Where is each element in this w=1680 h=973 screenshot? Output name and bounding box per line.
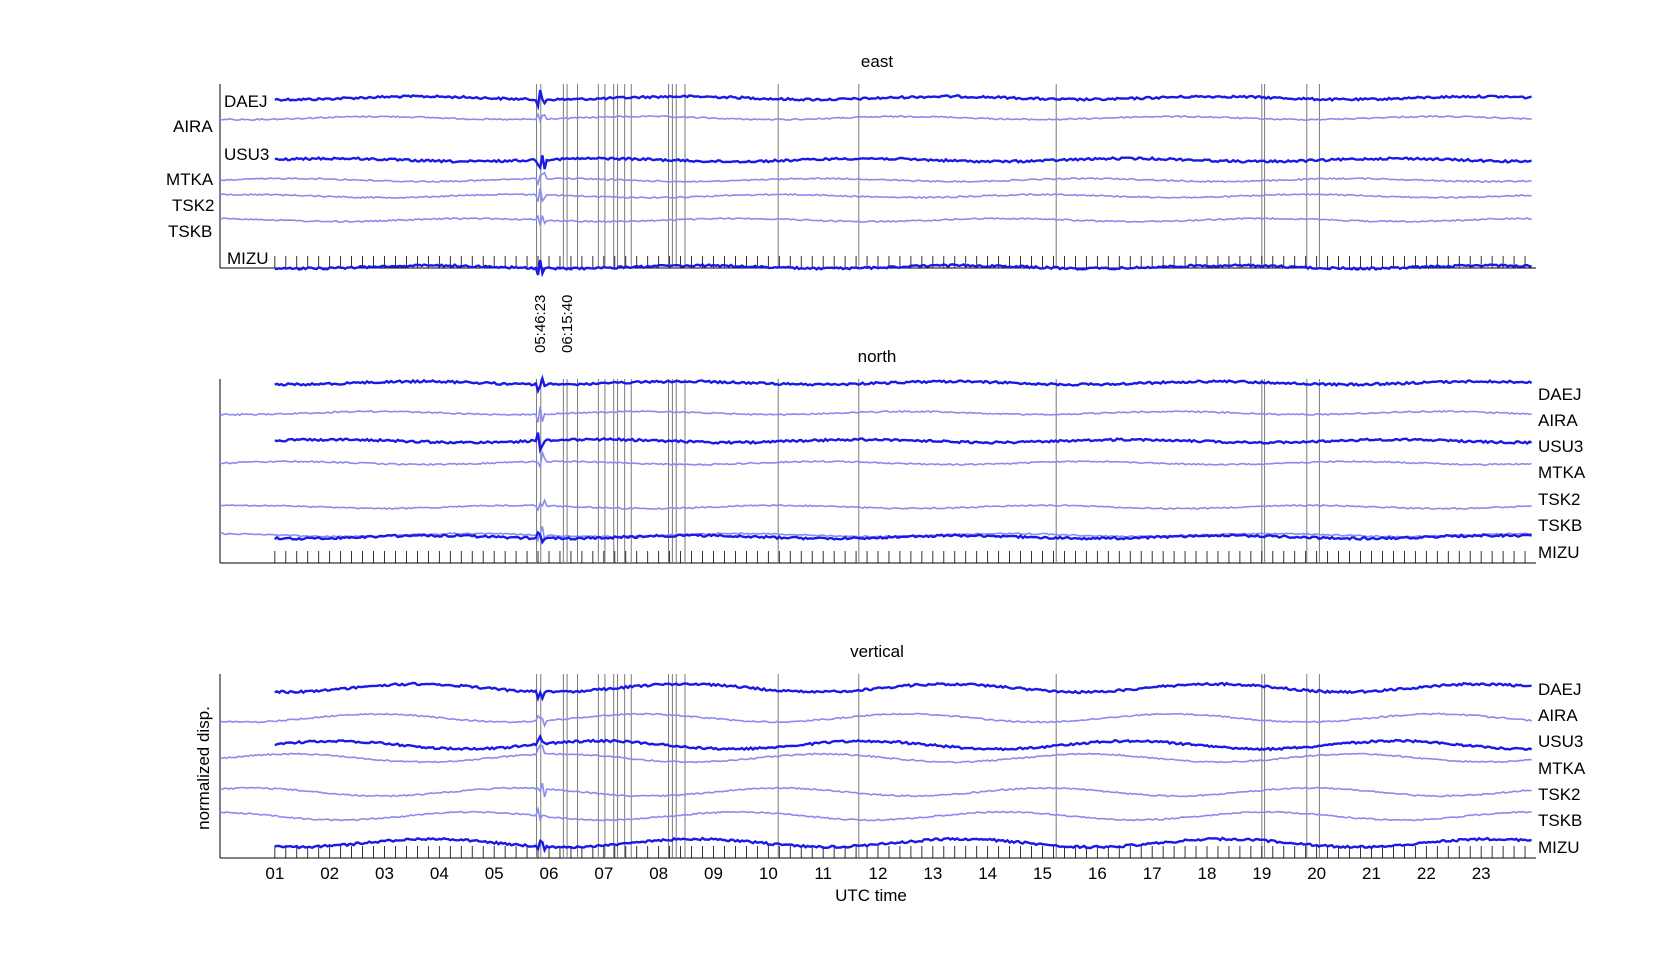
x-tick-label: 20	[1307, 864, 1326, 883]
x-tick-label: 17	[1143, 864, 1162, 883]
station-label-usu3: USU3	[1538, 437, 1583, 456]
station-label-tsk2: TSK2	[1538, 490, 1581, 509]
trace-aira	[219, 112, 1532, 124]
x-tick-label: 03	[375, 864, 394, 883]
x-tick-label: 10	[759, 864, 778, 883]
x-tick-label: 19	[1252, 864, 1271, 883]
x-tick-label: 21	[1362, 864, 1381, 883]
station-label-tskb: TSKB	[1538, 516, 1582, 535]
trace-tskb	[219, 526, 1532, 543]
x-tick-labels: 01 02 03 04 05 06 07 08 09 10 11 12 13 14 15 16 17 18 19 20…	[265, 864, 1490, 883]
trace-usu3	[274, 155, 1532, 171]
trace-usu3	[274, 432, 1533, 454]
panel-title: east	[861, 52, 893, 71]
x-tick-label: 22	[1417, 864, 1436, 883]
trace-tsk2	[219, 187, 1532, 203]
x-tick-label: 16	[1088, 864, 1107, 883]
trace-mizu	[274, 530, 1532, 545]
trace-mtka	[219, 449, 1532, 470]
station-label-mtka: MTKA	[1538, 759, 1586, 778]
trace-aira	[219, 712, 1533, 728]
x-tick-label: 05	[485, 864, 504, 883]
station-label-tskb: TSKB	[168, 222, 212, 241]
x-tick-label: 12	[869, 864, 888, 883]
station-label-mtka: MTKA	[166, 170, 214, 189]
trace-mizu	[274, 259, 1532, 278]
station-label-daej: DAEJ	[1538, 680, 1581, 699]
station-label-tsk2: TSK2	[172, 196, 215, 215]
x-tick-label: 14	[978, 864, 997, 883]
trace-usu3	[274, 733, 1533, 752]
x-tick-label: 01	[265, 864, 284, 883]
trace-daej	[274, 89, 1532, 111]
station-label-aira: AIRA	[1538, 411, 1578, 430]
station-label-usu3: USU3	[1538, 732, 1583, 751]
trace-tsk2	[219, 498, 1532, 512]
x-tick-label: 15	[1033, 864, 1052, 883]
trace-mtka	[219, 171, 1532, 187]
x-tick-label: 09	[704, 864, 723, 883]
x-tick-label: 08	[649, 864, 668, 883]
panel-title: north	[858, 347, 897, 366]
trace-mizu	[274, 836, 1532, 854]
x-tick-label: 06	[540, 864, 559, 883]
x-tick-label: 13	[923, 864, 942, 883]
station-label-mizu: MIZU	[1538, 543, 1580, 562]
y-axis-label: normalized disp.	[194, 706, 213, 830]
panel-vertical: vertical DAEJ AIRA USU3 MTKA TSK2 TSKB MIZU	[219, 642, 1586, 859]
trace-aira	[219, 406, 1532, 423]
x-tick-label: 23	[1472, 864, 1491, 883]
x-tick-label: 11	[814, 864, 832, 883]
x-axis-label: UTC time	[835, 886, 907, 905]
panel-north: north DAEJ AIRA USU3 MTKA TSK2 TSKB MIZU	[219, 347, 1586, 564]
x-tick-label: 07	[594, 864, 613, 883]
trace-daej	[274, 681, 1532, 703]
station-label-tskb: TSKB	[1538, 811, 1582, 830]
station-label-mizu: MIZU	[1538, 838, 1580, 857]
trace-mtka	[219, 744, 1532, 764]
trace-tskb	[219, 214, 1532, 226]
station-label-aira: AIRA	[1538, 706, 1578, 725]
station-label-daej: DAEJ	[1538, 385, 1581, 404]
station-label-aira: AIRA	[173, 117, 213, 136]
event-label-0: 05:46:23	[532, 295, 549, 353]
station-label-daej: DAEJ	[224, 92, 267, 111]
event-label-1: 06:15:40	[559, 295, 576, 353]
x-tick-label: 02	[320, 864, 339, 883]
minor-ticks	[274, 846, 1526, 858]
minor-ticks	[274, 551, 1526, 563]
station-label-mizu: MIZU	[227, 249, 269, 268]
event-labels: 05:46:23 06:15:40	[532, 295, 576, 353]
x-tick-label: 04	[430, 864, 449, 883]
station-label-tsk2: TSK2	[1538, 785, 1581, 804]
trace-tskb	[219, 805, 1532, 822]
trace-daej	[274, 374, 1533, 395]
trace-tsk2	[219, 782, 1532, 798]
station-label-mtka: MTKA	[1538, 463, 1586, 482]
x-tick-label: 18	[1198, 864, 1217, 883]
panel-title: vertical	[850, 642, 904, 661]
station-label-usu3: USU3	[224, 145, 269, 164]
panel-east: east DAEJ AIRA USU3 MTKA TSK2 TSKB MIZU	[166, 52, 1536, 278]
